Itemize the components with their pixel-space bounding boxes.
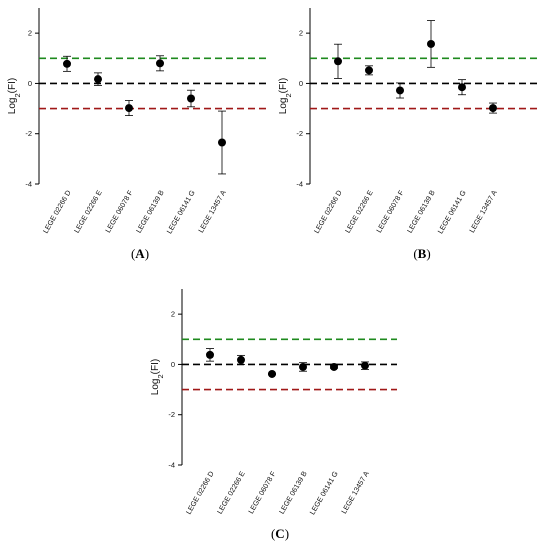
y-tick-label: -2 xyxy=(296,129,303,138)
category-label: LEGE 06078 F xyxy=(103,188,135,234)
category-label: LEGE 06141 G xyxy=(436,188,468,235)
data-point xyxy=(361,361,369,370)
category-label: LEGE 13457 A xyxy=(339,469,371,515)
category-label: LEGE 02266 D xyxy=(312,189,344,235)
y-tick-label: -4 xyxy=(168,461,175,470)
category-label: LEGE 06139 B xyxy=(134,188,166,234)
data-point xyxy=(268,369,276,378)
category-label: LEGE 06139 B xyxy=(405,188,437,234)
data-point xyxy=(334,57,342,66)
y-tick-label: 2 xyxy=(299,29,303,38)
data-point xyxy=(187,94,195,103)
data-point xyxy=(125,104,133,113)
data-point xyxy=(94,75,102,84)
y-tick-label: -4 xyxy=(296,180,303,189)
category-label: LEGE 06078 F xyxy=(246,469,278,515)
category-label: LEGE 02266 E xyxy=(343,188,375,234)
y-tick-label: 0 xyxy=(299,79,303,88)
data-point xyxy=(206,350,214,359)
category-label: LEGE 02266 D xyxy=(41,189,73,235)
category-label: LEGE 13457 A xyxy=(467,188,499,234)
data-point xyxy=(299,362,307,371)
category-label: LEGE 06078 F xyxy=(374,188,406,234)
data-point xyxy=(156,59,164,68)
data-point xyxy=(63,59,71,68)
data-point xyxy=(237,355,245,364)
data-point xyxy=(218,138,226,147)
category-label: LEGE 06139 B xyxy=(277,469,309,515)
y-tick-label: 0 xyxy=(28,79,32,88)
y-axis-label: Log2(FI) xyxy=(150,359,165,395)
y-tick-label: 2 xyxy=(171,310,175,319)
y-axis-label: Log2(FI) xyxy=(7,78,22,114)
data-point xyxy=(330,362,338,371)
category-label: LEGE 02266 E xyxy=(215,469,247,515)
category-label: LEGE 02266 D xyxy=(184,470,216,516)
data-point xyxy=(458,83,466,92)
data-point xyxy=(427,39,435,48)
panel-label: (A) xyxy=(131,246,149,261)
y-tick-label: 0 xyxy=(171,360,175,369)
y-tick-label: -4 xyxy=(25,180,32,189)
category-label: LEGE 13457 A xyxy=(196,188,228,234)
data-point xyxy=(365,66,373,75)
data-point xyxy=(489,104,497,113)
y-tick-label: -2 xyxy=(25,129,32,138)
y-tick-label: -2 xyxy=(168,410,175,419)
category-label: LEGE 06141 G xyxy=(165,188,197,235)
data-point xyxy=(396,86,404,95)
category-label: LEGE 06141 G xyxy=(308,469,340,516)
category-label: LEGE 02266 E xyxy=(72,188,104,234)
panel-label: (B) xyxy=(413,246,430,261)
y-axis-label: Log2(FI) xyxy=(278,78,293,114)
y-tick-label: 2 xyxy=(28,29,32,38)
panel-label: (C) xyxy=(271,526,289,541)
